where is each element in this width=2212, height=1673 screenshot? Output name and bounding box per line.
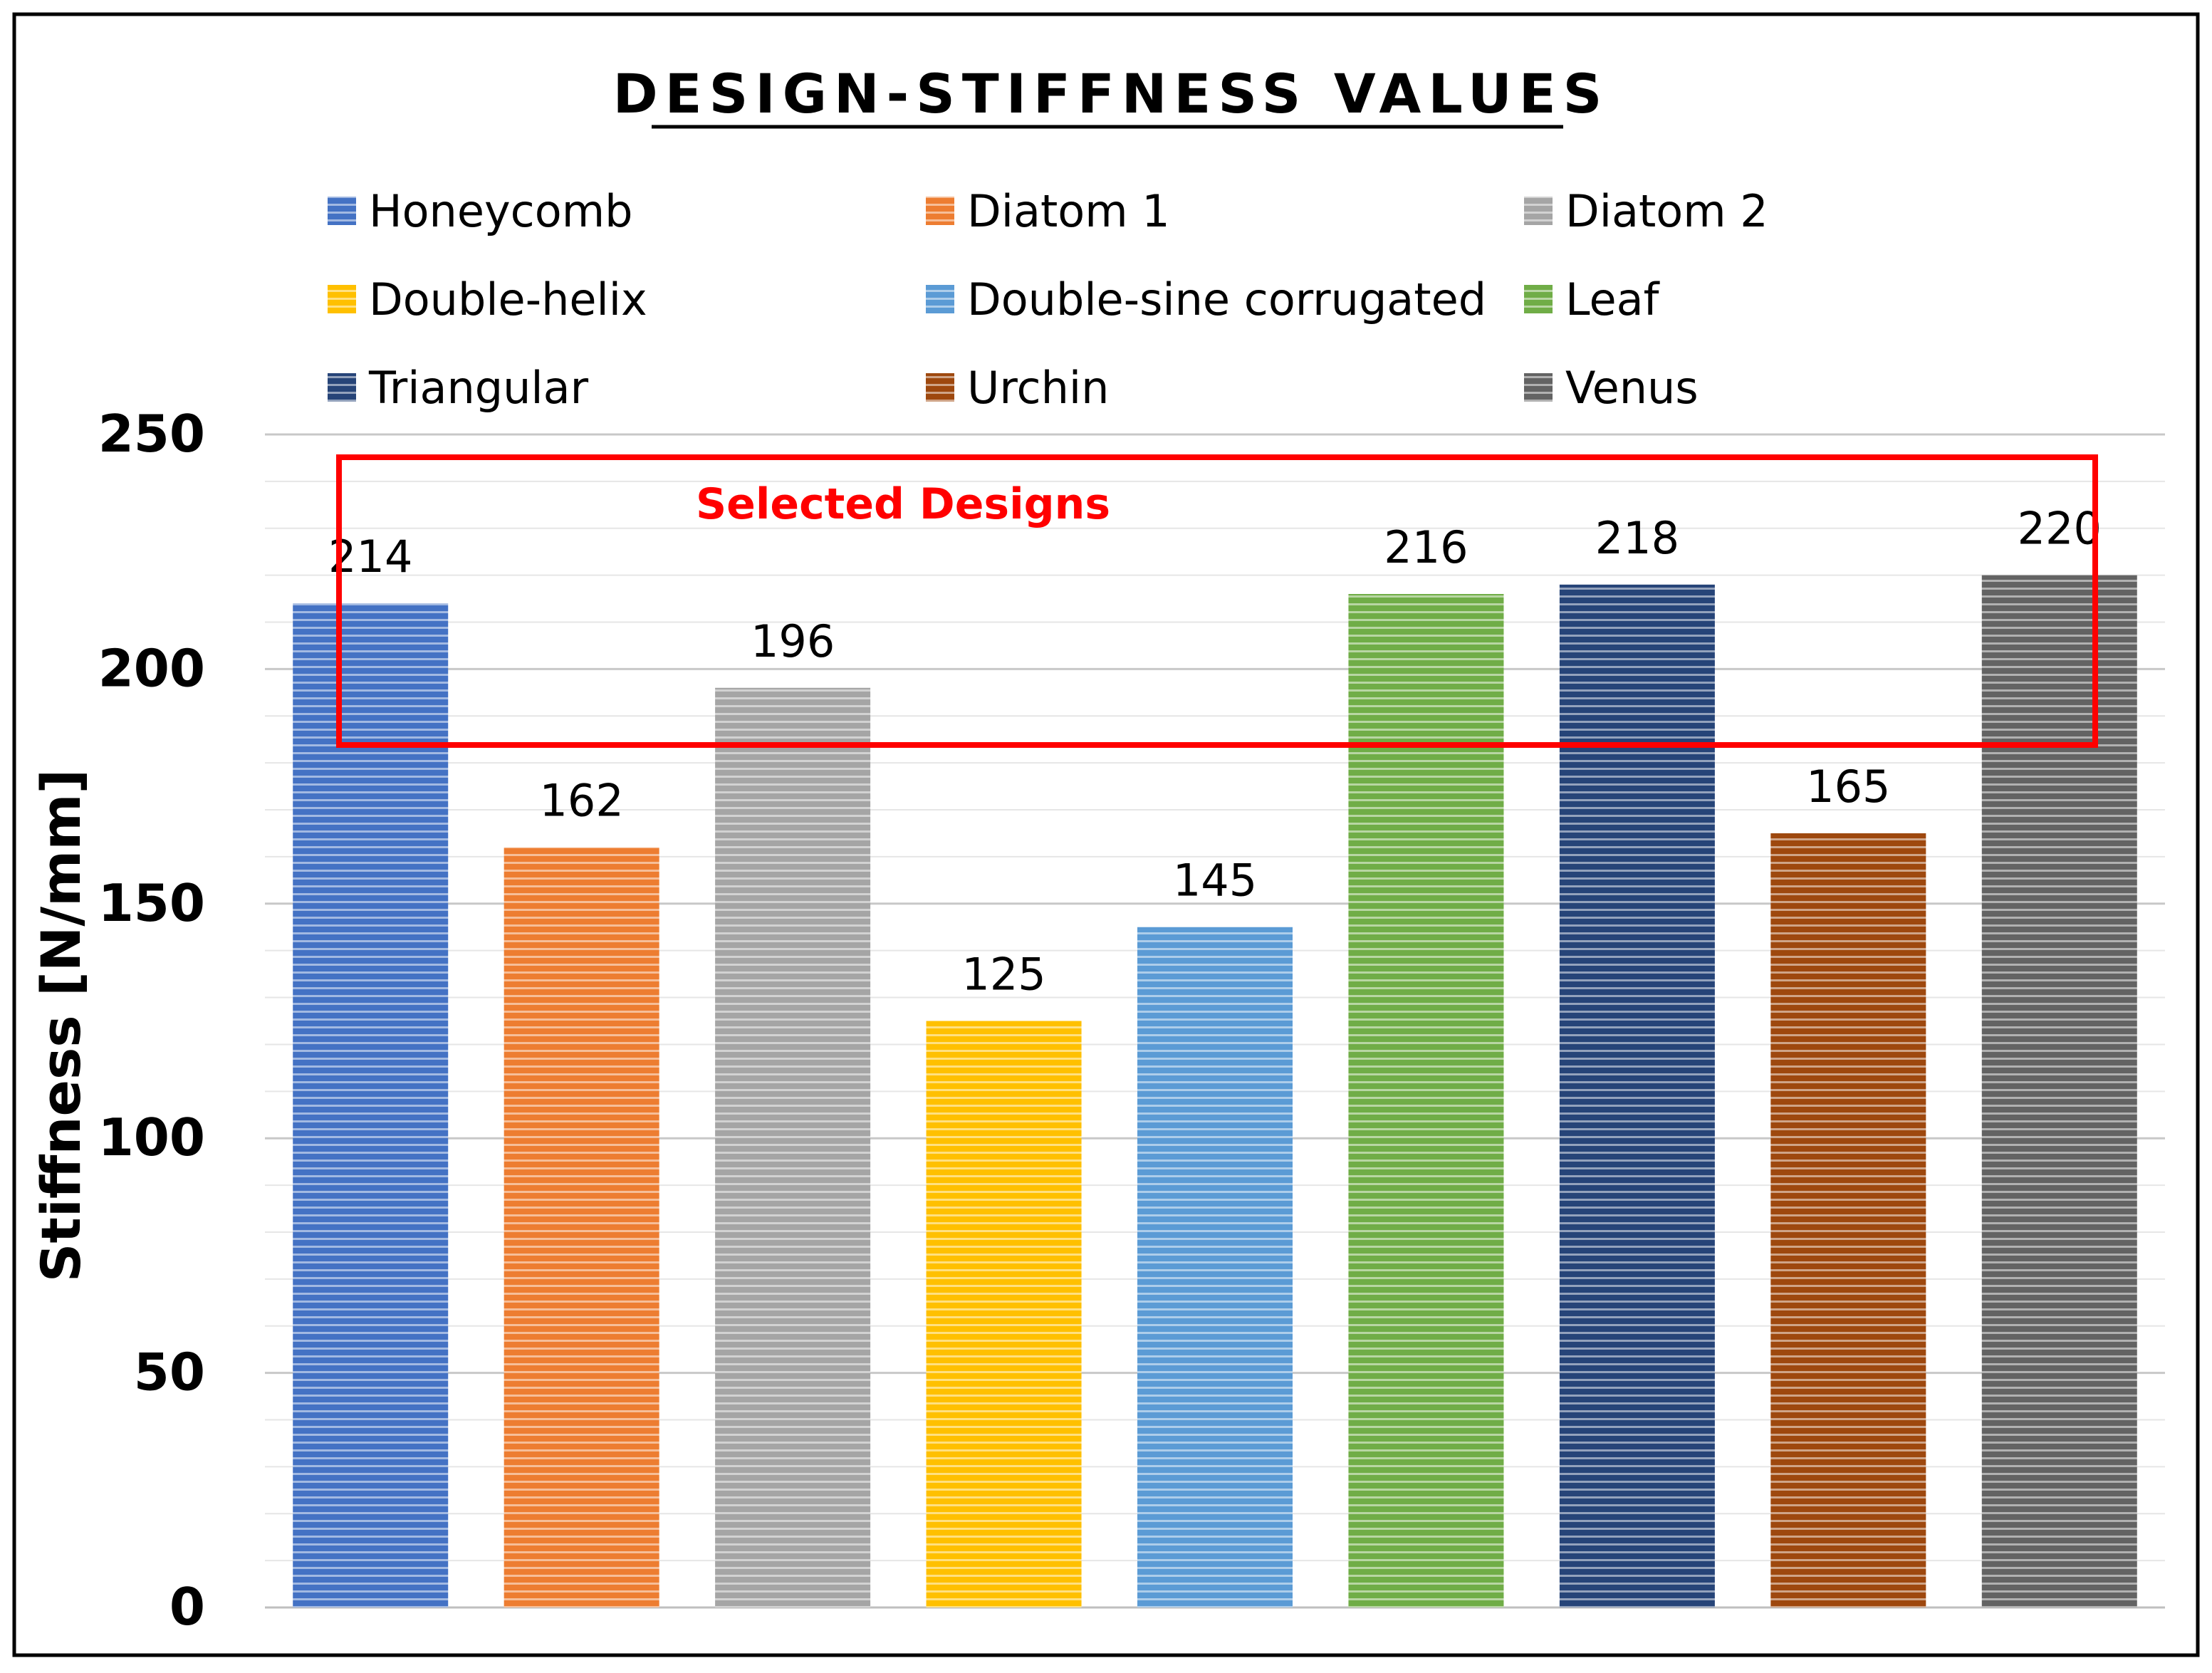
selected-designs-label: Selected Designs: [696, 479, 1110, 529]
legend-item: Urchin: [926, 362, 1109, 414]
legend-item: Honeycomb: [328, 185, 632, 237]
legend-swatch: [328, 373, 356, 402]
bar-double-sine-corrugated: [1137, 927, 1293, 1607]
y-axis: 0 50 100 150 200 250: [98, 404, 205, 1637]
legend-swatch: [926, 197, 954, 225]
data-labels: 214 162 196 125 145 216 218 165 220: [328, 503, 2102, 1001]
bars: [293, 575, 2137, 1608]
legend-swatch: [926, 373, 954, 402]
legend-item: Diatom 2: [1524, 185, 1768, 237]
legend: Honeycomb Diatom 1 Diatom 2 Double-helix Dou…: [328, 185, 1768, 414]
legend-swatch: [926, 285, 954, 313]
legend-label: Double-sine corrugated: [967, 273, 1486, 325]
legend-label: Leaf: [1565, 273, 1661, 325]
y-tick-label: 150: [98, 873, 205, 933]
data-label: 145: [1173, 855, 1257, 907]
bar-diatom-2: [715, 687, 871, 1608]
y-tick-label: 0: [169, 1577, 205, 1637]
legend-swatch: [1524, 285, 1553, 313]
y-tick-label: 100: [98, 1107, 205, 1167]
data-label: 218: [1595, 512, 1679, 564]
legend-label: Double-helix: [369, 273, 647, 325]
data-label: 162: [539, 775, 623, 827]
data-label: 125: [961, 949, 1045, 1001]
legend-label: Urchin: [967, 362, 1109, 414]
legend-label: Triangular: [368, 362, 589, 414]
selected-designs-box: [336, 454, 2098, 748]
data-label: 216: [1384, 521, 1468, 573]
y-tick-label: 200: [98, 638, 205, 698]
data-label: 196: [751, 615, 835, 667]
legend-label: Diatom 2: [1565, 185, 1768, 237]
bar-triangular: [1559, 584, 1715, 1608]
legend-item: Double-helix: [328, 273, 647, 325]
legend-label: Honeycomb: [369, 185, 632, 237]
data-label: 220: [2018, 503, 2102, 555]
data-label: 214: [328, 531, 412, 583]
bar-diatom-1: [504, 847, 659, 1607]
legend-item: Triangular: [328, 362, 589, 414]
y-axis-title: Stiffness [N/mm]: [29, 769, 93, 1282]
data-label: 165: [1806, 761, 1890, 813]
legend-item: Venus: [1524, 362, 1699, 414]
legend-label: Diatom 1: [967, 185, 1170, 237]
bar-honeycomb: [293, 603, 449, 1608]
bar-double-helix: [926, 1021, 1082, 1607]
chart-title: DESIGN-STIFFNESS VALUES: [613, 62, 1610, 125]
bar-venus: [1981, 575, 2137, 1607]
legend-swatch: [1524, 197, 1553, 225]
legend-item: Leaf: [1524, 273, 1661, 325]
legend-item: Diatom 1: [926, 185, 1170, 237]
y-tick-label: 250: [98, 404, 205, 464]
legend-label: Venus: [1565, 362, 1699, 414]
bar-urchin: [1770, 833, 1926, 1607]
legend-swatch: [1524, 373, 1553, 402]
bar-leaf: [1348, 593, 1504, 1608]
legend-item: Double-sine corrugated: [926, 273, 1486, 325]
y-tick-label: 50: [134, 1343, 205, 1402]
legend-swatch: [328, 285, 356, 313]
legend-swatch: [328, 197, 356, 225]
